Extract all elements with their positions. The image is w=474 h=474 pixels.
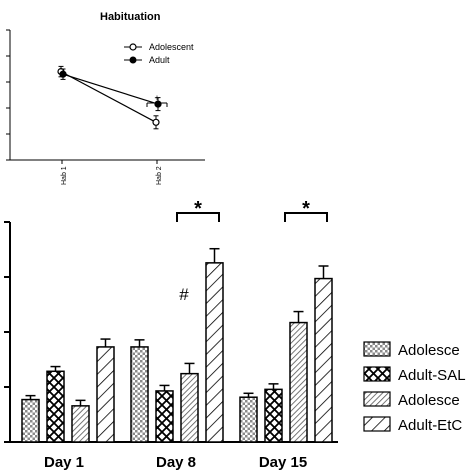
bar-3-1 xyxy=(239,396,258,443)
x-label-day-1: Day 1 xyxy=(44,454,84,471)
habituation-y-ticks xyxy=(6,29,10,161)
legend-label-1: Adolesce xyxy=(398,342,460,359)
bar-1-2 xyxy=(46,370,65,443)
legend-label-adult: Adult xyxy=(149,55,170,65)
hab-line-2 xyxy=(62,73,159,105)
bar-2-4 xyxy=(205,262,224,443)
legend-swatch-2 xyxy=(363,366,391,382)
legend-label-2: Adult-SAL xyxy=(398,367,466,384)
bar-1-3 xyxy=(71,405,90,443)
day8-star-annotation: * xyxy=(194,198,202,220)
x-label-day-15: Day 15 xyxy=(259,454,307,471)
hab2-plus-annotation: + xyxy=(154,93,159,103)
bar-2-3 xyxy=(180,372,199,443)
bar-chart: Day 1 Day 8 Day 15 * * # Adolesce Adult-… xyxy=(4,198,466,471)
legend-marker-adult xyxy=(129,56,137,64)
bar-3-2 xyxy=(264,388,283,443)
bar-2-2 xyxy=(155,390,174,443)
x-label-day-8: Day 8 xyxy=(156,454,196,471)
bar-y-ticks xyxy=(4,221,10,443)
habituation-title: Habituation xyxy=(100,11,161,23)
bar-3-4 xyxy=(314,277,333,443)
x-label-hab-1: Hab 1 xyxy=(61,166,68,185)
habituation-series xyxy=(57,65,162,130)
legend-label-4: Adult-EtC xyxy=(398,417,462,434)
bar-1-1 xyxy=(21,398,40,443)
bar-3-3 xyxy=(289,321,308,443)
day8-hash-annotation: # xyxy=(179,285,189,304)
hab-line-1 xyxy=(60,71,157,123)
bar-legend: Adolesce Adult-SAL Adolesce Adult-EtC xyxy=(363,341,466,434)
hab-point xyxy=(59,70,67,78)
hab-point xyxy=(152,118,160,126)
legend-swatch-1 xyxy=(363,341,391,357)
habituation-chart: Habituation Hab 1 Hab 2 + Adolescent Adu… xyxy=(6,11,205,185)
day15-significance-bracket xyxy=(284,212,328,222)
habituation-legend: Adolescent Adult xyxy=(124,42,194,65)
day15-star-annotation: * xyxy=(302,198,310,220)
bar-1-4 xyxy=(96,346,115,443)
x-label-hab-2: Hab 2 xyxy=(156,166,163,185)
legend-swatch-4 xyxy=(363,416,391,432)
legend-label-adolescent: Adolescent xyxy=(149,42,194,52)
day8-significance-bracket xyxy=(176,212,220,222)
legend-label-3: Adolesce xyxy=(398,392,460,409)
bar-series xyxy=(21,247,333,443)
bar-2-1 xyxy=(130,346,149,443)
legend-swatch-3 xyxy=(363,391,391,407)
legend-marker-adolescent xyxy=(129,43,137,51)
